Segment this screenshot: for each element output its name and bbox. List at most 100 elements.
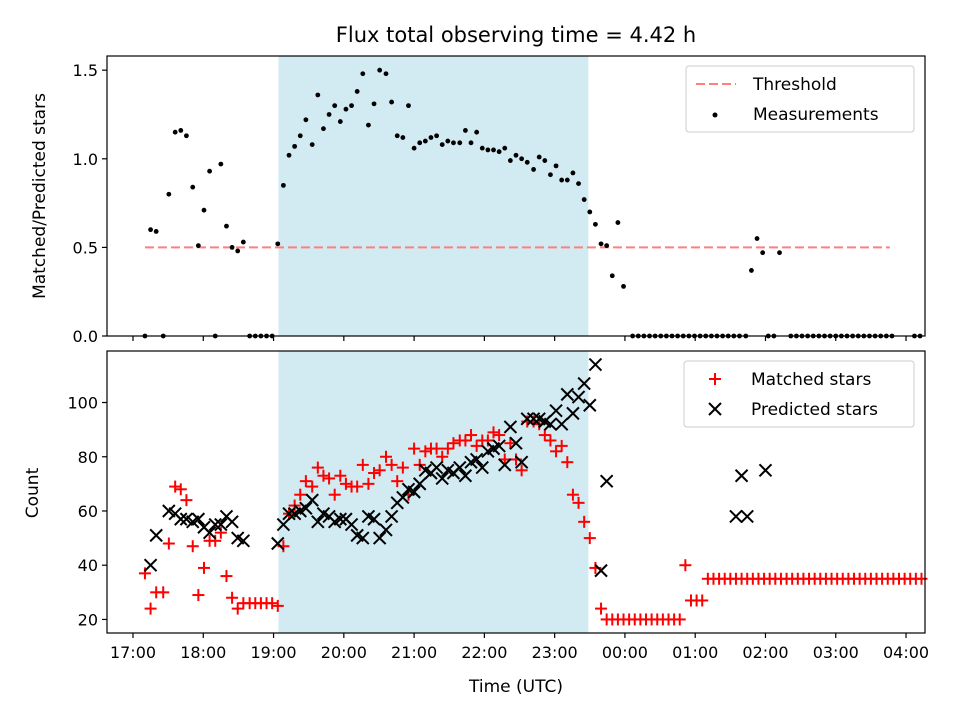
legend-measurements-swatch bbox=[712, 112, 718, 118]
bottom-shaded-interval bbox=[278, 351, 589, 633]
matched-point bbox=[396, 461, 409, 474]
matched-point bbox=[157, 586, 170, 599]
matched-point bbox=[226, 591, 239, 604]
y-tick-label: 100 bbox=[67, 394, 98, 413]
predicted-point bbox=[236, 534, 251, 548]
predicted-point bbox=[333, 512, 348, 526]
matched-point bbox=[373, 464, 386, 477]
predicted-point bbox=[571, 390, 586, 404]
matched-point bbox=[679, 559, 692, 572]
measurement-point bbox=[491, 147, 496, 153]
measurement-point bbox=[581, 197, 587, 202]
y-tick-label: 60 bbox=[78, 502, 98, 521]
matched-point bbox=[441, 442, 454, 455]
predicted-point bbox=[384, 509, 399, 524]
matched-point bbox=[498, 453, 511, 466]
matched-point bbox=[459, 434, 472, 447]
measurement-point bbox=[309, 142, 315, 148]
measurement-point bbox=[609, 273, 615, 279]
measurement-point bbox=[570, 170, 576, 176]
measurement-point bbox=[184, 133, 189, 139]
measurement-point bbox=[321, 126, 326, 132]
measurement-point bbox=[457, 140, 463, 146]
x-tick-label: 04:00 bbox=[883, 643, 929, 662]
top-legend-box bbox=[685, 65, 915, 133]
y-tick-label: 1.5 bbox=[73, 61, 98, 80]
predicted-point bbox=[367, 512, 381, 526]
matched-point bbox=[306, 480, 319, 493]
measurement-point bbox=[615, 220, 621, 225]
y-tick-label: 1.0 bbox=[73, 150, 98, 169]
predicted-point bbox=[396, 490, 410, 505]
matched-point bbox=[231, 602, 244, 615]
matched-point bbox=[465, 429, 478, 442]
measurement-point bbox=[360, 71, 366, 77]
predicted-point bbox=[413, 477, 427, 491]
matched-point bbox=[408, 442, 421, 455]
matched-point bbox=[447, 437, 460, 450]
matched-point bbox=[180, 494, 193, 507]
measurement-point bbox=[394, 133, 400, 139]
matched-point bbox=[595, 602, 608, 615]
matched-point bbox=[162, 537, 175, 550]
measurement-point bbox=[224, 223, 229, 229]
bottom-y-axis-label: Count bbox=[23, 467, 43, 518]
measurement-point bbox=[354, 89, 360, 94]
predicted-point bbox=[554, 417, 569, 431]
matched-point bbox=[436, 450, 449, 463]
x-tick-label: 22:00 bbox=[461, 643, 507, 662]
measurement-point bbox=[564, 177, 570, 183]
bottom-y-ticks: 20 40 60 80 100 bbox=[67, 394, 107, 629]
legend-threshold-label: Threshold bbox=[752, 75, 837, 95]
legend-predicted-label: Predicted stars bbox=[751, 400, 878, 420]
measurement-point bbox=[332, 103, 338, 109]
x-tick-label: 00:00 bbox=[602, 643, 648, 662]
measurement-point bbox=[422, 138, 428, 144]
x-tick-label: 19:00 bbox=[250, 643, 296, 662]
measurement-point bbox=[190, 184, 196, 190]
predicted-point bbox=[202, 525, 217, 540]
matched-point bbox=[323, 472, 336, 485]
measurement-point bbox=[286, 152, 292, 158]
matched-point bbox=[328, 488, 341, 501]
predicted-point bbox=[214, 517, 228, 532]
measurement-point bbox=[371, 101, 377, 107]
predicted-point bbox=[271, 536, 285, 551]
matched-point bbox=[220, 570, 233, 583]
bottom-legend-box bbox=[683, 360, 915, 428]
measurement-point bbox=[519, 156, 525, 162]
predicted-point bbox=[208, 517, 222, 532]
matched-point bbox=[561, 456, 574, 469]
measurement-point bbox=[153, 229, 159, 234]
top-plot-frame bbox=[106, 55, 926, 337]
predicted-point bbox=[543, 417, 558, 431]
figure-title: Flux total observing time = 4.42 h bbox=[336, 23, 696, 47]
matched-point bbox=[186, 540, 199, 553]
measurement-point bbox=[479, 145, 485, 151]
measurement-point bbox=[434, 133, 439, 139]
matched-point bbox=[362, 477, 375, 490]
predicted-point bbox=[734, 469, 749, 483]
measurement-point bbox=[485, 147, 491, 153]
predicted-point bbox=[520, 412, 534, 426]
measurement-point bbox=[148, 227, 153, 233]
measurement-point bbox=[389, 99, 395, 105]
predicted-point bbox=[149, 528, 163, 543]
measurement-point bbox=[451, 140, 456, 146]
measurement-point bbox=[229, 244, 235, 250]
predicted-point bbox=[514, 455, 529, 469]
measurement-point bbox=[383, 71, 389, 77]
measurement-point bbox=[502, 145, 508, 151]
predicted-points bbox=[143, 357, 773, 578]
measurement-point bbox=[235, 248, 241, 254]
matched-point bbox=[271, 599, 284, 612]
predicted-point bbox=[492, 439, 506, 453]
legend-matched-label: Matched stars bbox=[751, 370, 871, 390]
predicted-point bbox=[356, 531, 370, 545]
matched-point bbox=[419, 445, 432, 458]
matched-point bbox=[915, 572, 928, 585]
measurement-point bbox=[439, 142, 445, 148]
measurement-point bbox=[411, 145, 417, 151]
measurement-point bbox=[593, 221, 598, 227]
